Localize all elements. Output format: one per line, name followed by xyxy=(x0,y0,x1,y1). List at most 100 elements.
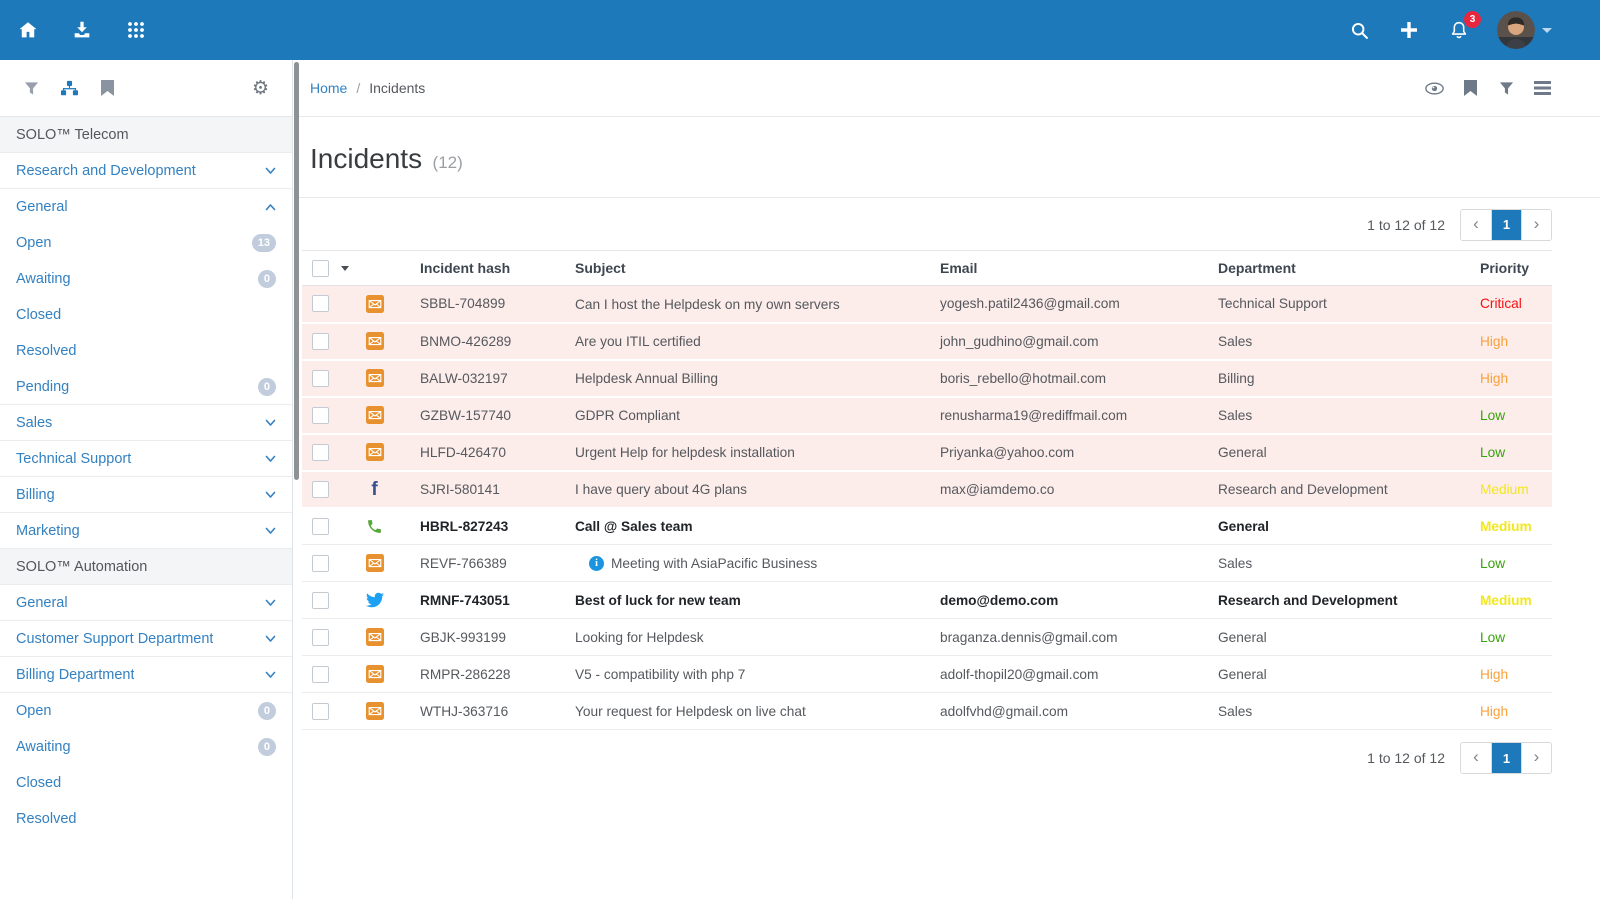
sidebar-item-resolved[interactable]: Resolved xyxy=(0,333,292,369)
incident-department: General xyxy=(1208,433,1470,472)
incident-hash[interactable]: REVF-766389 xyxy=(410,544,565,582)
next-page-button[interactable]: › xyxy=(1521,209,1551,240)
sidebar-item-resolved[interactable]: Resolved xyxy=(0,801,292,837)
subject-column-header[interactable]: Subject xyxy=(565,250,930,286)
row-checkbox[interactable] xyxy=(312,369,329,387)
download-icon[interactable] xyxy=(70,18,94,42)
user-menu[interactable] xyxy=(1497,11,1552,49)
row-checkbox[interactable] xyxy=(312,702,329,720)
menu-icon[interactable] xyxy=(1533,79,1552,98)
prev-page-button[interactable]: ‹ xyxy=(1461,743,1491,773)
sidebar-item-awaiting[interactable]: Awaiting 0 xyxy=(0,729,292,765)
sidebar-item-sales[interactable]: Sales xyxy=(0,405,292,441)
prev-page-button[interactable]: ‹ xyxy=(1461,209,1491,240)
select-dropdown-caret-icon[interactable] xyxy=(341,265,349,271)
filter-icon[interactable] xyxy=(1497,79,1516,98)
incident-subject[interactable]: Looking for Helpdesk xyxy=(565,618,930,656)
row-checkbox[interactable] xyxy=(312,295,329,313)
incident-hash[interactable]: GZBW-157740 xyxy=(410,396,565,435)
page-number-button[interactable]: 1 xyxy=(1491,743,1521,773)
row-checkbox[interactable] xyxy=(312,628,329,646)
table-row[interactable]: HBRL-827243 Call @ Sales team General Mediu… xyxy=(302,507,1552,545)
incident-subject[interactable]: Call @ Sales team xyxy=(565,507,930,545)
row-checkbox[interactable] xyxy=(312,665,329,683)
row-checkbox[interactable] xyxy=(312,332,329,350)
add-icon[interactable] xyxy=(1397,18,1421,42)
sidebar-item-awaiting[interactable]: Awaiting 0 xyxy=(0,261,292,297)
preview-eye-icon[interactable] xyxy=(1425,79,1444,98)
table-row[interactable]: f SJRI-580141 I have query about 4G plans m… xyxy=(302,470,1552,509)
incident-hash[interactable]: BALW-032197 xyxy=(410,359,565,398)
incident-subject[interactable]: Are you ITIL certified xyxy=(565,322,930,361)
sidebar-item-closed[interactable]: Closed xyxy=(0,297,292,333)
sidebar-item-general[interactable]: General xyxy=(0,189,292,225)
table-row[interactable]: HLFD-426470 Urgent Help for helpdesk inst… xyxy=(302,433,1552,472)
incident-subject[interactable]: Your request for Helpdesk on live chat xyxy=(565,692,930,730)
incident-subject[interactable]: Best of luck for new team xyxy=(565,581,930,619)
table-row[interactable]: RMNF-743051 Best of luck for new team demo… xyxy=(302,581,1552,619)
incident-hash[interactable]: RMNF-743051 xyxy=(410,581,565,619)
bookmark-icon[interactable] xyxy=(99,80,116,97)
filter-icon[interactable] xyxy=(23,80,40,97)
incident-hash[interactable]: SBBL-704899 xyxy=(410,285,565,324)
apps-grid-icon[interactable] xyxy=(124,18,148,42)
incident-subject[interactable]: Can I host the Helpdesk on my own server… xyxy=(565,285,930,324)
sidebar-item-technical-support[interactable]: Technical Support xyxy=(0,441,292,477)
incident-subject[interactable]: Helpdesk Annual Billing xyxy=(565,359,930,398)
row-checkbox[interactable] xyxy=(312,591,329,609)
table-row[interactable]: BNMO-426289 Are you ITIL certified john_gu… xyxy=(302,322,1552,361)
settings-gear-icon[interactable]: ⚙ xyxy=(251,76,270,99)
priority-column-header[interactable]: Priority xyxy=(1470,250,1552,286)
breadcrumb-home-link[interactable]: Home xyxy=(310,80,348,96)
sidebar-scrollbar[interactable] xyxy=(294,62,299,480)
sidebar-item-open[interactable]: Open 13 xyxy=(0,225,292,261)
sidebar-item-billing[interactable]: Billing xyxy=(0,477,292,513)
table-row[interactable]: GBJK-993199 Looking for Helpdesk braganza.… xyxy=(302,618,1552,656)
sidebar-item-general[interactable]: General xyxy=(0,585,292,621)
table-row[interactable]: BALW-032197 Helpdesk Annual Billing boris_… xyxy=(302,359,1552,398)
incident-hash[interactable]: SJRI-580141 xyxy=(410,470,565,509)
table-row[interactable]: SBBL-704899 Can I host the Helpdesk on my… xyxy=(302,285,1552,324)
row-checkbox[interactable] xyxy=(312,406,329,424)
page-number-button[interactable]: 1 xyxy=(1491,209,1521,240)
incident-hash[interactable]: RMPR-286228 xyxy=(410,655,565,693)
table-row[interactable]: GZBW-157740 GDPR Compliant renusharma19@re… xyxy=(302,396,1552,435)
sidebar-item-marketing[interactable]: Marketing xyxy=(0,513,292,549)
home-icon[interactable] xyxy=(16,18,40,42)
next-page-button[interactable]: › xyxy=(1521,743,1551,773)
table-row[interactable]: RMPR-286228 V5 - compatibility with php 7… xyxy=(302,655,1552,693)
incident-subject[interactable]: Urgent Help for helpdesk installation xyxy=(565,433,930,472)
department-column-header[interactable]: Department xyxy=(1208,250,1470,286)
incident-subject[interactable]: GDPR Compliant xyxy=(565,396,930,435)
table-row[interactable]: REVF-766389 i Meeting with AsiaPacific Bus… xyxy=(302,544,1552,582)
incident-subject[interactable]: I have query about 4G plans xyxy=(565,470,930,509)
avatar[interactable] xyxy=(1497,11,1535,49)
bookmark-icon[interactable] xyxy=(1461,79,1480,98)
sidebar-item-closed[interactable]: Closed xyxy=(0,765,292,801)
select-all-checkbox[interactable] xyxy=(312,259,329,277)
incident-hash[interactable]: HBRL-827243 xyxy=(410,507,565,545)
sitemap-icon[interactable] xyxy=(61,80,78,97)
sidebar-item-customer-support-department[interactable]: Customer Support Department xyxy=(0,621,292,657)
incident-hash[interactable]: WTHJ-363716 xyxy=(410,692,565,730)
sidebar-item-research-and-development[interactable]: Research and Development xyxy=(0,153,292,189)
incident-hash[interactable]: GBJK-993199 xyxy=(410,618,565,656)
incident-priority: Low xyxy=(1470,544,1552,582)
row-checkbox[interactable] xyxy=(312,554,329,572)
breadcrumb-current: Incidents xyxy=(369,80,426,96)
row-checkbox[interactable] xyxy=(312,443,329,461)
row-checkbox[interactable] xyxy=(312,517,329,535)
table-row[interactable]: WTHJ-363716 Your request for Helpdesk on … xyxy=(302,692,1552,730)
sidebar-item-open[interactable]: Open 0 xyxy=(0,693,292,729)
notifications-bell-icon[interactable]: 3 xyxy=(1447,11,1481,42)
incident-hash[interactable]: HLFD-426470 xyxy=(410,433,565,472)
incident-hash[interactable]: BNMO-426289 xyxy=(410,322,565,361)
incident-subject[interactable]: i Meeting with AsiaPacific Business xyxy=(565,544,930,582)
sidebar-item-billing-department[interactable]: Billing Department xyxy=(0,657,292,693)
sidebar-item-pending[interactable]: Pending 0 xyxy=(0,369,292,405)
hash-column-header[interactable]: Incident hash xyxy=(410,250,565,286)
incident-subject[interactable]: V5 - compatibility with php 7 xyxy=(565,655,930,693)
row-checkbox[interactable] xyxy=(312,480,329,498)
email-column-header[interactable]: Email xyxy=(930,250,1208,286)
search-icon[interactable] xyxy=(1347,18,1371,42)
